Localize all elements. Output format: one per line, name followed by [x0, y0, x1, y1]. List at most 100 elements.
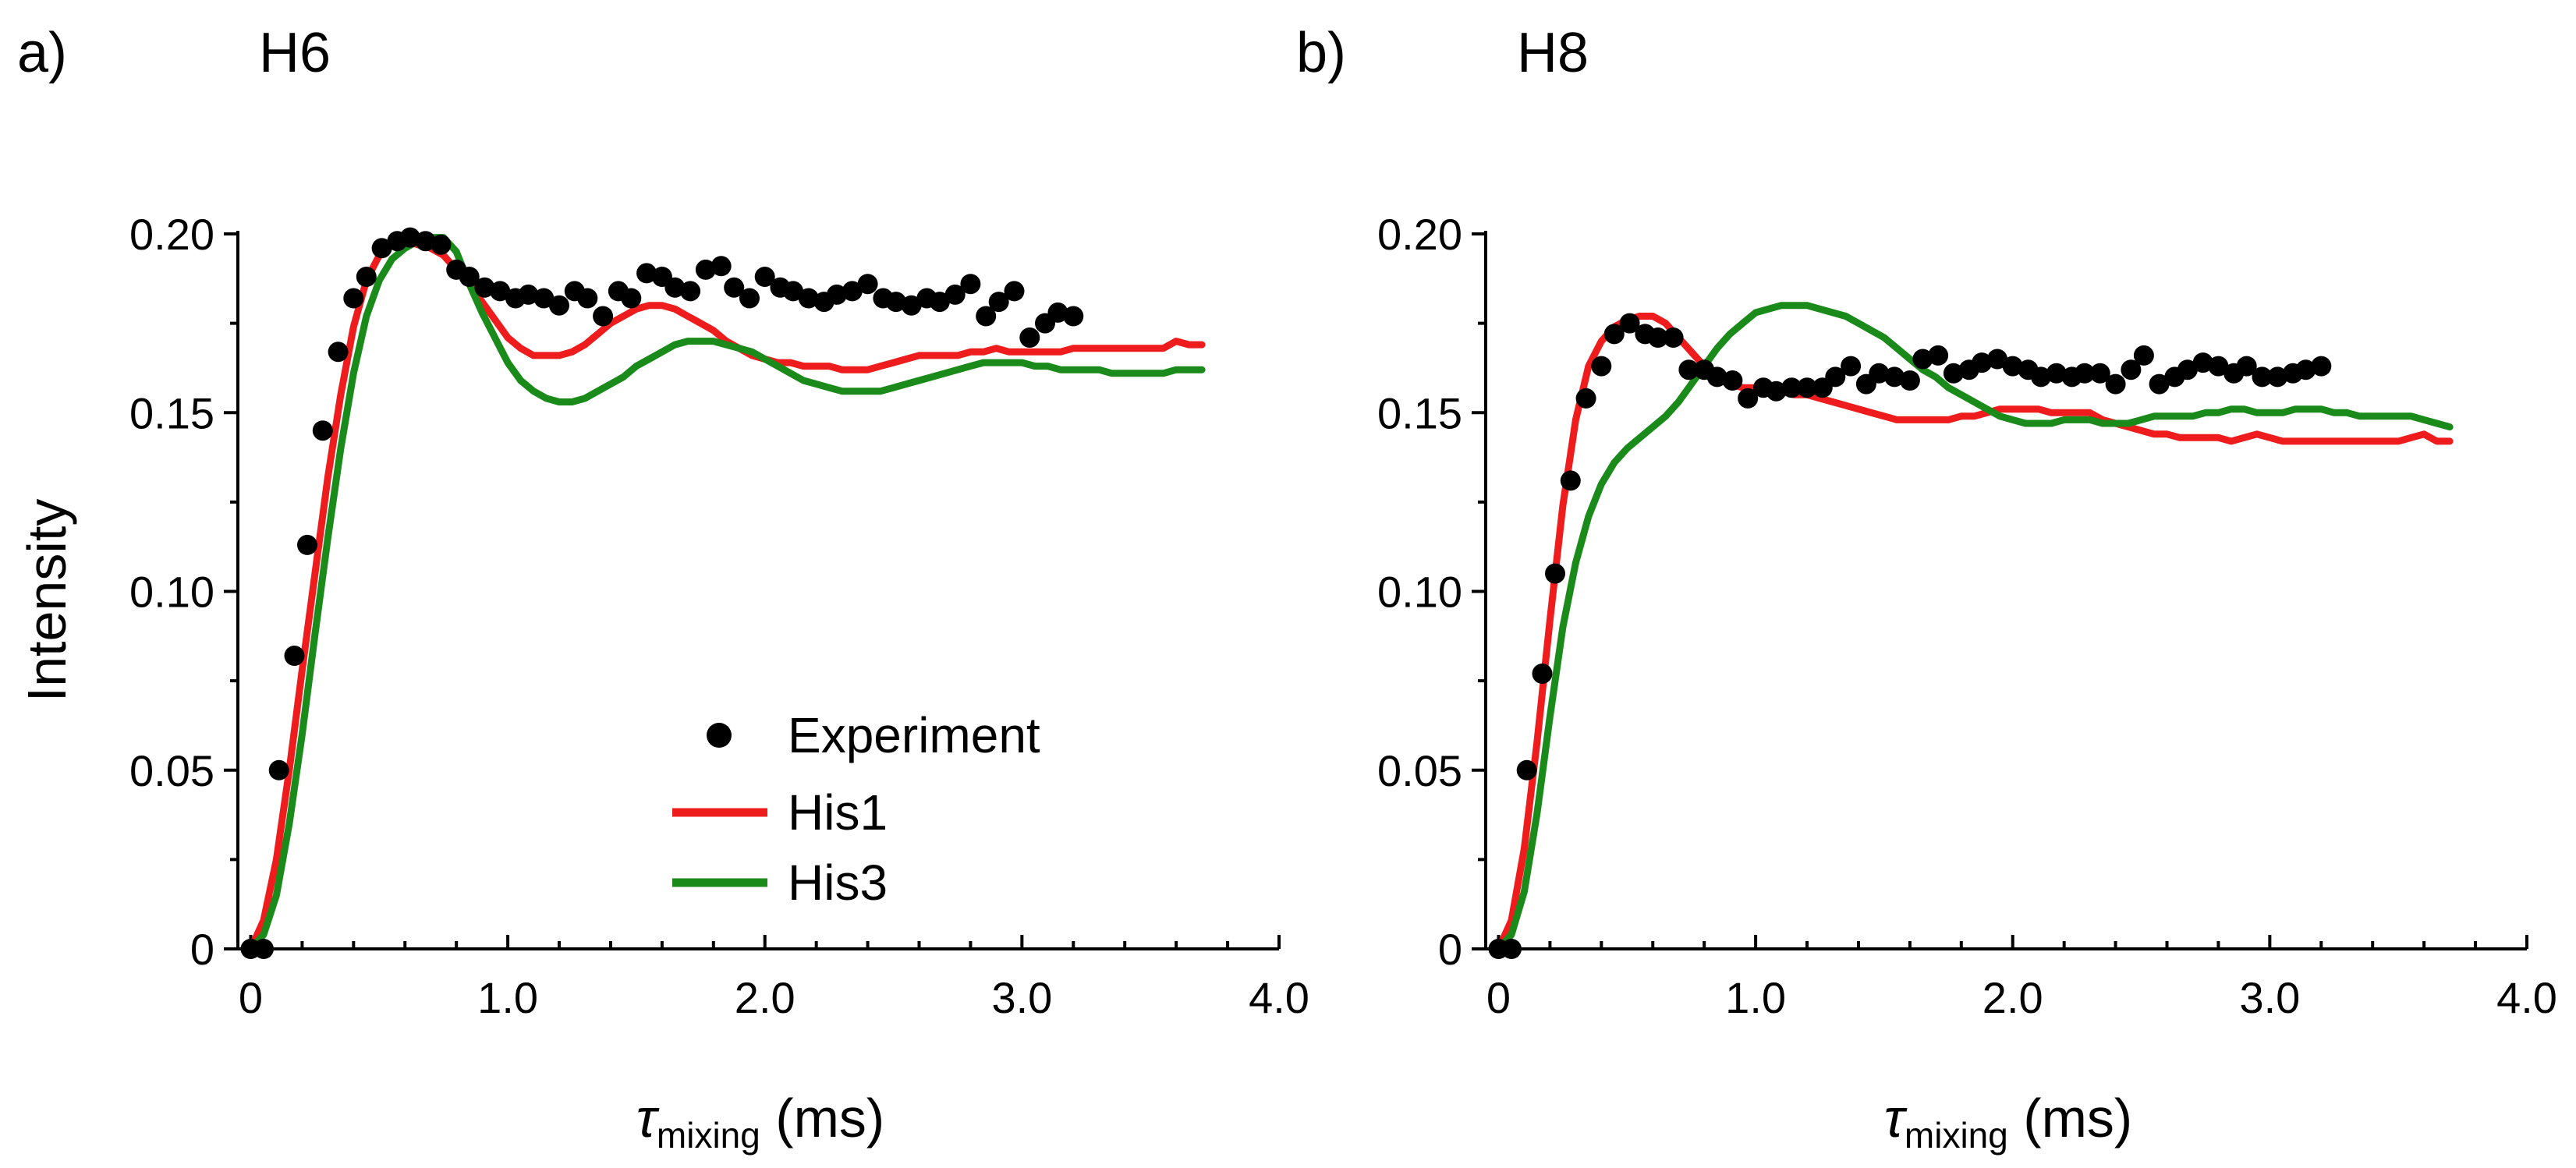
panel-b-xlabel-sub: mixing — [1905, 1115, 2008, 1156]
legend: Experiment His1 His3 — [672, 707, 1040, 911]
panel-b-experiment-point — [1987, 349, 2007, 370]
panel-a-experiment-point — [944, 284, 966, 305]
panel-a-experiment-point — [1004, 281, 1025, 302]
panel-b-x-tick-label: 0 — [1486, 973, 1511, 1022]
panel-b-experiment-point — [1928, 345, 1949, 366]
panel-b-experiment-point — [1663, 327, 1684, 348]
panel-a-experiment-point — [739, 288, 760, 309]
panel-b-experiment-point — [1869, 363, 1890, 384]
panel-b-experiment-point — [1619, 313, 1640, 334]
panel-b-experiment-point — [2252, 366, 2273, 388]
panel-b-experiment-point — [1722, 370, 1743, 391]
panel-a-series — [240, 227, 1206, 959]
panel-b-experiment-point — [2295, 359, 2316, 380]
panel-a-title: H6 — [259, 22, 331, 84]
panel-a-axes: 0 1.0 2.0 3.0 4.0 0 0.05 0.10 0.15 0.20 — [129, 210, 1309, 1022]
panel-b-experiment-point — [2075, 363, 2095, 384]
panel-b-experiment-point — [1797, 377, 1817, 398]
panel-a-experiment-point — [783, 281, 803, 302]
panel-a-experiment-point — [371, 238, 392, 259]
panel-a-experiment-point — [842, 281, 863, 302]
panel-a-x-tick-label: 0 — [239, 973, 263, 1022]
panel-a-experiment-point — [1047, 302, 1068, 323]
panel-a-experiment-point — [798, 288, 819, 309]
panel-b-experiment-point — [1647, 327, 1668, 348]
panel-a-ylabel: Intensity — [16, 499, 77, 703]
panel-a-experiment-point — [533, 288, 555, 309]
panel-b-experiment-point — [1825, 366, 1846, 388]
panel-b-experiment-point — [1766, 380, 1787, 402]
panel-a-experiment-point — [857, 274, 878, 295]
panel-a-experiment-point — [976, 306, 997, 327]
panel-b-experiment-point — [2311, 356, 2332, 377]
panel-b-title: H8 — [1517, 22, 1589, 84]
panel-a-xlabel-sub: mixing — [657, 1115, 760, 1156]
panel-a-experiment-point — [356, 267, 377, 287]
panel-a-experiment-point — [960, 274, 981, 295]
panel-b-y-tick-label: 0.10 — [1377, 568, 1462, 617]
panel-b-experiment-point — [1516, 759, 1537, 780]
panel-a-experiment-point — [577, 288, 598, 309]
panel-a-experiment-point — [474, 277, 495, 298]
panel-a-experiment-point — [415, 231, 436, 252]
panel-b-axes: 0 1.0 2.0 3.0 4.0 0 0.05 0.10 0.15 0.20 — [1377, 210, 2557, 1022]
panel-b-experiment-point — [1603, 324, 1625, 345]
panel-a-experiment-point — [695, 259, 716, 280]
panel-a-experiment-point — [621, 288, 642, 309]
panel-b-experiment-point — [2133, 345, 2154, 366]
panel-a-experiment-point — [710, 256, 732, 277]
panel-b-experiment-point — [2105, 373, 2126, 395]
panel-b-experiment-point — [1972, 352, 1993, 373]
panel-b-experiment-point — [1501, 939, 1522, 959]
panel-b-experiment-point — [2031, 366, 2051, 388]
panel-a-y-tick-label: 0.15 — [129, 388, 214, 437]
panel-b-experiment-point — [1532, 664, 1553, 684]
panel-a-experiment-point — [827, 284, 847, 305]
panel-b-series — [1488, 302, 2454, 959]
panel-a-experiment-point — [328, 342, 349, 363]
panel-b-experiment-point — [2121, 359, 2142, 380]
panel-a-experiment-point — [885, 292, 906, 313]
panel-a-experiment-point — [1063, 306, 1084, 327]
panel-a-experiment-point — [724, 277, 745, 298]
panel-b-y-tick-label: 0.05 — [1377, 746, 1462, 795]
panel-a-experiment-point — [312, 420, 333, 441]
panel-b-y-tick-label: 0.20 — [1377, 210, 1462, 259]
panel-a-xlabel: τmixing (ms) — [636, 1088, 885, 1156]
panel-b-experiment-point — [1575, 388, 1596, 409]
panel-a-experiment-point — [518, 284, 539, 305]
panel-a-x-tick-label: 1.0 — [477, 973, 538, 1022]
panel-a-experiment-point — [901, 295, 922, 316]
panel-a-experiment-point — [1019, 327, 1040, 348]
panel-b-experiment-point — [1899, 370, 1920, 391]
panel-b-series-his3-line — [1495, 302, 2454, 953]
panel-a-experiment-point — [253, 939, 274, 959]
panel-b-experiment-point — [1591, 356, 1612, 377]
panel-b-y-tick-label: 0 — [1438, 925, 1462, 974]
panel-b-experiment-point — [2046, 363, 2067, 384]
panel-a-y-tick-label: 0.20 — [129, 210, 214, 259]
panel-a-experiment-point — [929, 292, 950, 313]
panel-b-experiment-point — [1706, 366, 1727, 388]
panel-a-xlabel-symbol: τ — [636, 1088, 660, 1149]
panel-b-xlabel-unit: (ms) — [2008, 1088, 2132, 1149]
legend-experiment-marker — [707, 723, 732, 748]
panel-b-experiment-point — [2177, 359, 2198, 380]
panel-a-xlabel-unit: (ms) — [760, 1088, 884, 1149]
panel-a-y-tick-label: 0.05 — [129, 746, 214, 795]
panel-a-y-tick-label: 0 — [190, 925, 214, 974]
panel-b-experiment-point — [1943, 363, 1964, 384]
panel-b-experiment-point — [2149, 373, 2170, 395]
panel-a-experiment-point — [988, 292, 1009, 313]
panel-a-experiment-point — [680, 281, 701, 302]
panel-b-experiment-point — [2236, 356, 2257, 377]
panel-a-experiment-point — [431, 234, 452, 255]
panel-a-experiment-point — [490, 281, 511, 302]
panel-b-xlabel-symbol: τ — [1884, 1088, 1908, 1149]
panel-b-xlabel: τmixing (ms) — [1884, 1088, 2133, 1156]
panel-a-experiment-point — [297, 534, 317, 555]
panel-b-y-tick-label: 0.15 — [1377, 388, 1462, 437]
panel-a-experiment-point — [343, 288, 364, 309]
panel-b-experiment-point — [2267, 366, 2288, 388]
panel-a-experiment-point — [636, 263, 657, 284]
